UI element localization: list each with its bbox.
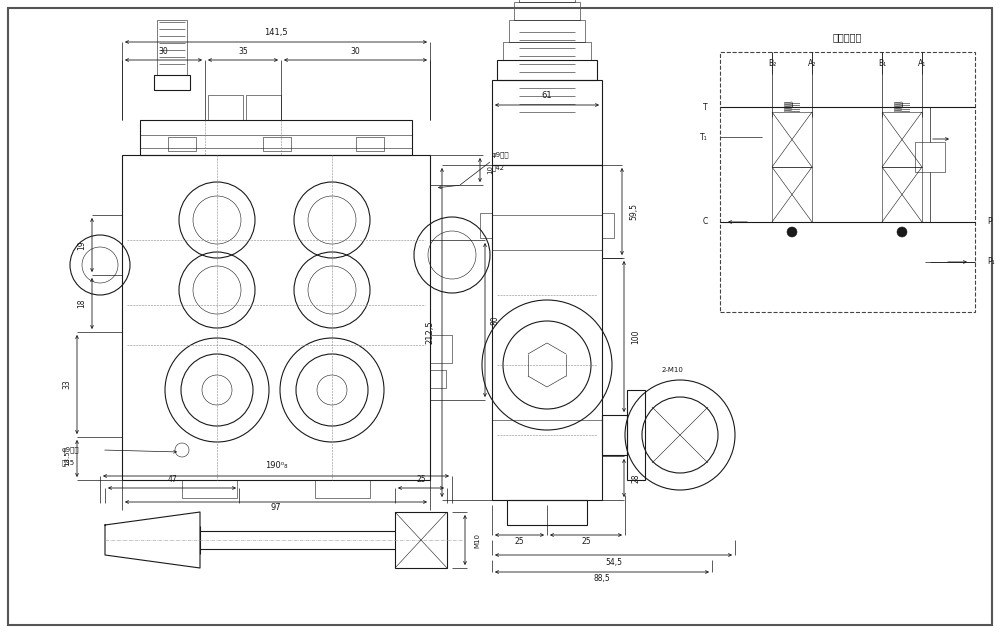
Text: 28: 28	[632, 473, 640, 483]
Bar	[602, 213, 614, 238]
Text: 80: 80	[490, 315, 500, 325]
Bar	[627, 390, 645, 480]
Text: 54,5: 54,5	[605, 558, 622, 567]
Bar	[514, 2, 580, 20]
Text: 190⁰₈: 190⁰₈	[265, 461, 287, 470]
Text: 61: 61	[542, 91, 552, 99]
Text: 高35: 高35	[62, 460, 75, 467]
Text: φ9通孔: φ9通孔	[62, 447, 80, 453]
Text: 97: 97	[271, 503, 281, 513]
Text: 19: 19	[78, 240, 87, 250]
Text: 88,5: 88,5	[594, 575, 610, 584]
Text: T₁: T₁	[700, 132, 708, 142]
Bar	[246, 95, 281, 120]
Text: A₁: A₁	[918, 60, 926, 68]
Bar	[492, 165, 602, 500]
Text: A₂: A₂	[808, 60, 816, 68]
Bar	[263, 137, 291, 151]
Text: P₁: P₁	[987, 258, 995, 266]
Bar	[509, 20, 585, 42]
Text: 25: 25	[515, 537, 524, 546]
Bar	[519, 0, 575, 2]
Text: 212,5: 212,5	[426, 321, 434, 344]
Text: P: P	[987, 218, 992, 227]
Text: 18: 18	[78, 299, 87, 308]
Text: 59,5: 59,5	[630, 203, 639, 220]
Text: B₂: B₂	[768, 60, 776, 68]
Text: M10: M10	[474, 532, 480, 548]
Bar	[395, 512, 447, 568]
Bar	[882, 167, 922, 222]
Bar	[720, 52, 975, 312]
Bar	[122, 155, 430, 480]
Bar	[154, 75, 190, 90]
Bar	[140, 120, 412, 155]
Bar	[480, 213, 492, 238]
Bar	[182, 480, 237, 498]
Text: φ9通孔: φ9通孔	[492, 152, 510, 158]
Text: 47: 47	[167, 475, 177, 484]
Text: 高42: 高42	[492, 165, 505, 172]
Circle shape	[897, 227, 907, 237]
Bar	[507, 500, 587, 525]
Bar	[882, 112, 922, 167]
Bar	[168, 137, 196, 151]
Text: 100: 100	[632, 329, 640, 344]
Text: 30: 30	[159, 46, 168, 56]
Bar	[503, 42, 591, 60]
Text: T: T	[703, 103, 708, 111]
Bar	[772, 112, 812, 167]
Bar	[356, 137, 384, 151]
Bar	[157, 20, 187, 75]
Text: 141,5: 141,5	[264, 27, 288, 37]
Text: C: C	[703, 218, 708, 227]
Text: 液压原理图: 液压原理图	[833, 32, 862, 42]
Text: 25: 25	[416, 475, 426, 484]
Bar	[602, 415, 627, 455]
Bar	[915, 142, 945, 172]
Text: 10: 10	[487, 165, 493, 175]
Bar	[430, 335, 452, 363]
Text: 13.5: 13.5	[64, 451, 70, 467]
Bar	[497, 60, 597, 80]
Bar	[208, 95, 243, 120]
Circle shape	[787, 227, 797, 237]
Text: 33: 33	[62, 380, 72, 389]
Text: 30: 30	[351, 46, 360, 56]
Text: 25: 25	[581, 537, 591, 546]
Text: B₁: B₁	[878, 60, 886, 68]
Text: 2-M10: 2-M10	[662, 367, 684, 373]
Bar	[315, 480, 370, 498]
Text: 35: 35	[238, 46, 248, 56]
Bar	[430, 370, 446, 388]
Bar	[492, 80, 602, 165]
Bar	[772, 167, 812, 222]
